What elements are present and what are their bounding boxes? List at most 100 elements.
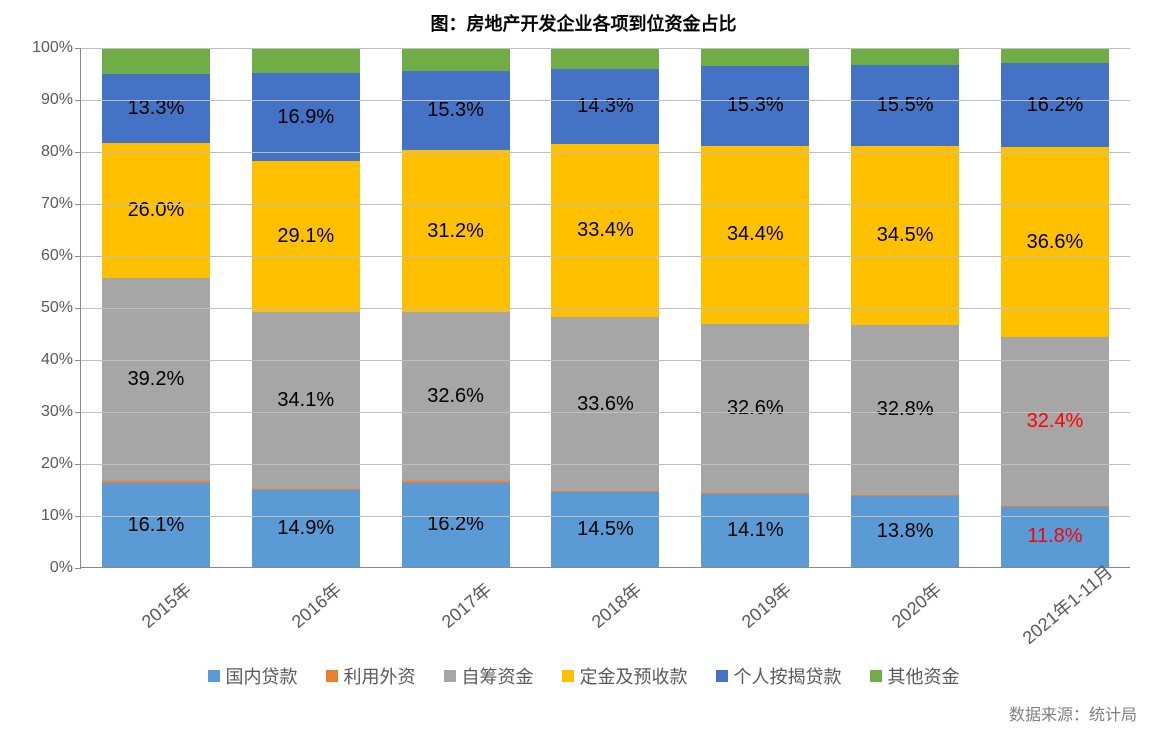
bar-segment-deposits: 31.2% (402, 150, 510, 312)
bar-segment-deposits: 26.0% (102, 143, 210, 278)
legend-label: 定金及预收款 (580, 663, 688, 689)
bar-segment-self_raised: 32.6% (701, 324, 809, 493)
bar-segment-deposits: 34.5% (851, 146, 959, 325)
legend-item-mortgage: 个人按揭贷款 (716, 663, 842, 689)
legend-swatch (562, 670, 574, 682)
y-tick-label: 70% (41, 195, 73, 213)
bar-segment-domestic_loan: 11.8% (1001, 506, 1109, 567)
bar-segment-other (402, 48, 510, 71)
bar-segment-self_raised: 32.8% (851, 325, 959, 495)
legend-label: 其他资金 (888, 663, 960, 689)
gridline (81, 48, 1130, 49)
bar-segment-mortgage: 14.3% (551, 69, 659, 143)
chart-container: 16.1%39.2%26.0%13.3%14.9%34.1%29.1%16.9%… (20, 48, 1140, 568)
legend-item-domestic_loan: 国内贷款 (208, 663, 298, 689)
legend: 国内贷款 利用外资 自筹资金 定金及预收款 个人按揭贷款 其他资金 (20, 663, 1147, 689)
gridline (81, 412, 1130, 413)
legend-label: 国内贷款 (226, 663, 298, 689)
bar-segment-domestic_loan: 14.9% (252, 490, 360, 567)
legend-label: 利用外资 (344, 663, 416, 689)
y-tick (75, 412, 81, 413)
bar-segment-deposits: 29.1% (252, 161, 360, 312)
chart-title: 图：房地产开发企业各项到位资金占比 (20, 10, 1147, 36)
legend-item-foreign: 利用外资 (326, 663, 416, 689)
legend-label: 自筹资金 (462, 663, 534, 689)
bar-segment-foreign (252, 489, 360, 490)
x-axis-labels: 2015年2016年2017年2018年2019年2020年2021年1-11月 (80, 578, 1130, 614)
bar-segment-foreign (102, 481, 210, 483)
bar-segment-other (1001, 48, 1109, 63)
bar-segment-mortgage: 15.5% (851, 65, 959, 145)
legend-item-other: 其他资金 (870, 663, 960, 689)
bar-segment-deposits: 34.4% (701, 146, 809, 325)
x-tick-label: 2021年1-11月 (1016, 560, 1115, 649)
bar-segment-foreign (701, 493, 809, 494)
plot-area: 16.1%39.2%26.0%13.3%14.9%34.1%29.1%16.9%… (80, 48, 1130, 568)
legend-swatch (444, 670, 456, 682)
x-tick-label: 2018年 (566, 560, 665, 649)
y-tick (75, 48, 81, 49)
y-tick (75, 516, 81, 517)
x-tick-label: 2016年 (266, 560, 365, 649)
data-source-label: 数据来源：统计局 (20, 701, 1147, 725)
bar-segment-mortgage: 16.9% (252, 73, 360, 161)
gridline (81, 100, 1130, 101)
y-tick (75, 568, 81, 569)
bar-segment-mortgage: 15.3% (701, 66, 809, 145)
y-tick-label: 0% (50, 559, 73, 577)
bar-segment-domestic_loan: 13.8% (851, 495, 959, 567)
x-tick-label: 2015年 (116, 560, 215, 649)
y-tick-label: 90% (41, 91, 73, 109)
bar-segment-mortgage: 13.3% (102, 74, 210, 143)
bar-segment-mortgage: 16.2% (1001, 63, 1109, 147)
y-tick-label: 100% (32, 39, 73, 57)
bar-segment-deposits: 33.4% (551, 144, 659, 317)
bar-segment-self_raised: 34.1% (252, 312, 360, 489)
gridline (81, 464, 1130, 465)
y-tick (75, 100, 81, 101)
bar-segment-domestic_loan: 14.5% (551, 492, 659, 567)
bar-segment-other (102, 48, 210, 74)
bar-segment-foreign (851, 495, 959, 496)
bar-segment-other (551, 48, 659, 69)
y-tick-label: 60% (41, 247, 73, 265)
y-tick (75, 152, 81, 153)
y-tick-label: 20% (41, 455, 73, 473)
gridline (81, 152, 1130, 153)
bar-segment-mortgage: 15.3% (402, 71, 510, 150)
legend-item-deposits: 定金及预收款 (562, 663, 688, 689)
bar-segment-other (701, 48, 809, 66)
bar-segment-other (851, 48, 959, 65)
gridline (81, 204, 1130, 205)
bar-segment-self_raised: 32.6% (402, 312, 510, 481)
x-tick-label: 2017年 (416, 560, 515, 649)
bar-segment-self_raised: 33.6% (551, 317, 659, 491)
y-tick (75, 308, 81, 309)
legend-swatch (716, 670, 728, 682)
legend-swatch (208, 670, 220, 682)
bar-segment-domestic_loan: 16.2% (402, 483, 510, 567)
y-tick-label: 80% (41, 143, 73, 161)
y-tick-label: 40% (41, 351, 73, 369)
y-tick-label: 30% (41, 403, 73, 421)
y-tick (75, 256, 81, 257)
y-tick-label: 10% (41, 507, 73, 525)
bar-segment-foreign (551, 491, 659, 492)
gridline (81, 360, 1130, 361)
legend-swatch (326, 670, 338, 682)
bar-segment-other (252, 48, 360, 73)
bar-segment-foreign (402, 481, 510, 483)
bar-segment-domestic_loan: 14.1% (701, 494, 809, 567)
legend-label: 个人按揭贷款 (734, 663, 842, 689)
y-tick (75, 464, 81, 465)
bar-segment-self_raised: 32.4% (1001, 337, 1109, 505)
x-tick-label: 2019年 (716, 560, 815, 649)
y-tick (75, 360, 81, 361)
bar-segment-domestic_loan: 16.1% (102, 483, 210, 567)
legend-item-self_raised: 自筹资金 (444, 663, 534, 689)
x-tick-label: 2020年 (866, 560, 965, 649)
legend-swatch (870, 670, 882, 682)
y-tick-label: 50% (41, 299, 73, 317)
y-tick (75, 204, 81, 205)
gridline (81, 516, 1130, 517)
